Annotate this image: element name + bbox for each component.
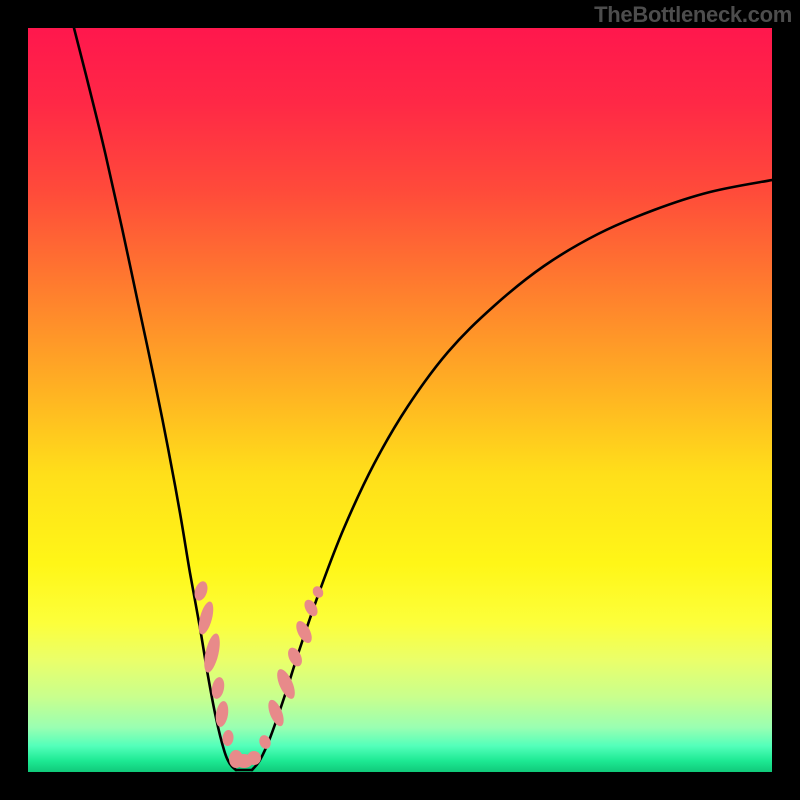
plot-area bbox=[28, 28, 772, 772]
chart-svg bbox=[28, 28, 772, 772]
watermark-text: TheBottleneck.com bbox=[594, 2, 792, 28]
chart-stage: TheBottleneck.com bbox=[0, 0, 800, 800]
gradient-background bbox=[28, 28, 772, 772]
marker-blob bbox=[247, 751, 261, 765]
